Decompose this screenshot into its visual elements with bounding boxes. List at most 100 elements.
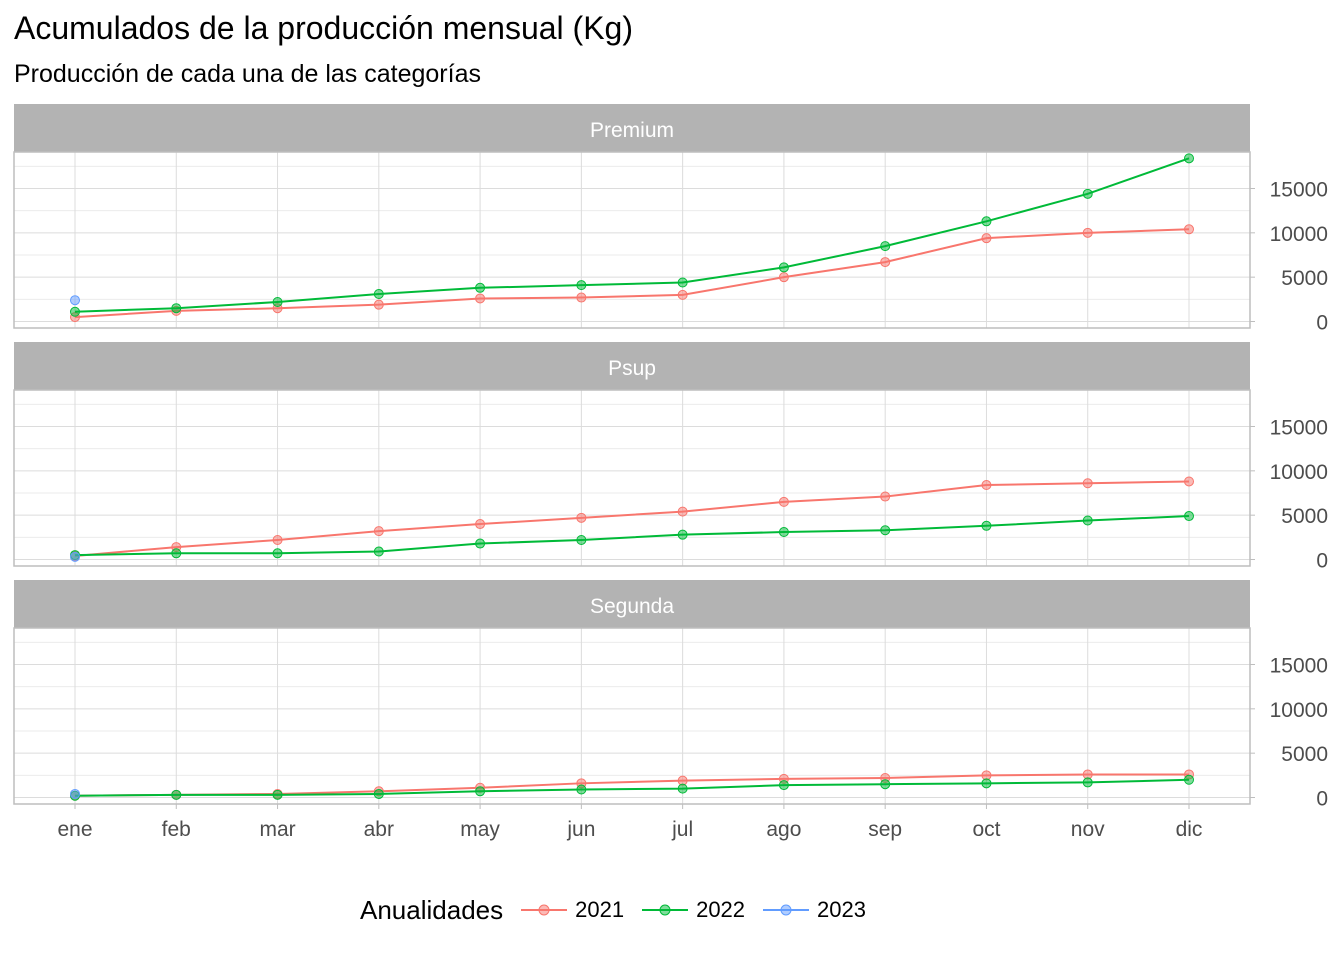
data-point-2023 (70, 295, 80, 306)
data-point-2022 (171, 303, 182, 314)
data-point-2023 (70, 788, 80, 799)
legend: Anualidades 2021 2022 2023 (360, 890, 884, 930)
data-point-2022 (171, 789, 182, 800)
data-point-2022 (272, 296, 283, 307)
x-tick-label: feb (162, 818, 191, 841)
legend-label-2021: 2021 (575, 897, 625, 922)
data-point-2021 (1184, 476, 1194, 487)
y-tick-label: 15000 (1270, 655, 1328, 678)
legend-item-2023: 2023 (763, 897, 866, 923)
data-point-2022 (576, 534, 587, 545)
data-point-2022 (576, 280, 587, 291)
data-point-2022 (677, 529, 688, 540)
data-point-2022 (1082, 515, 1093, 526)
data-point-2021 (576, 512, 587, 523)
y-tick-label: 5000 (1281, 505, 1328, 528)
data-point-2022 (1184, 153, 1194, 164)
data-point-2022 (475, 538, 486, 549)
x-tick-label: nov (1071, 818, 1105, 841)
y-tick-label: 5000 (1281, 743, 1328, 766)
data-point-2021 (1082, 478, 1093, 489)
data-point-2022 (373, 546, 384, 557)
legend-key-2023 (763, 904, 810, 916)
data-point-2023 (70, 551, 80, 562)
data-point-2022 (272, 548, 283, 559)
legend-item-2021: 2021 (521, 897, 624, 923)
data-point-2021 (373, 299, 384, 310)
data-point-2021 (778, 496, 789, 507)
data-point-2022 (1184, 774, 1194, 785)
data-point-2021 (677, 289, 688, 300)
data-point-2021 (475, 293, 486, 304)
data-point-2022 (677, 783, 688, 794)
x-tick-label: mar (259, 818, 295, 841)
panel-border-psup (13, 389, 1251, 567)
data-point-2021 (880, 257, 891, 268)
series-line-2022 (74, 778, 1190, 797)
data-point-2022 (981, 778, 992, 789)
data-point-2022 (475, 786, 486, 797)
legend-item-2022: 2022 (642, 897, 745, 923)
panel-border-premium (13, 151, 1251, 329)
x-tick-label: sep (868, 818, 902, 841)
data-point-2021 (475, 519, 486, 530)
data-point-2021 (272, 534, 283, 545)
data-point-2021 (778, 272, 789, 283)
data-point-2022 (778, 527, 789, 538)
facet-label-segunda: Segunda (590, 595, 674, 618)
y-tick-label: 10000 (1270, 461, 1328, 484)
data-point-2022 (1184, 511, 1194, 522)
y-tick-label: 15000 (1270, 179, 1328, 202)
y-tick-label: 15000 (1270, 417, 1328, 440)
data-point-2021 (981, 233, 992, 244)
data-point-2022 (778, 780, 789, 791)
data-point-2022 (981, 520, 992, 531)
data-point-2022 (880, 241, 891, 252)
series-line-2022 (74, 515, 1190, 557)
panel-segunda: Segunda 0 5000 10000 15000 (13, 580, 1328, 811)
legend-title: Anualidades (360, 894, 504, 925)
x-tick-label: dic (1176, 818, 1203, 841)
data-point-2022 (677, 277, 688, 288)
series-line-2021 (74, 480, 1190, 557)
facet-label-premium: Premium (590, 119, 674, 142)
data-point-2021 (677, 506, 688, 517)
legend-label-2023: 2023 (817, 897, 866, 922)
x-tick-label: ene (57, 818, 92, 841)
data-point-2021 (576, 292, 587, 303)
legend-key-2021 (521, 904, 568, 916)
y-tick-label: 5000 (1281, 267, 1328, 290)
series-line-2021 (74, 228, 1190, 319)
data-point-2021 (373, 526, 384, 537)
data-point-2021 (981, 480, 992, 491)
y-tick-label: 10000 (1270, 223, 1328, 246)
data-point-2022 (171, 548, 182, 559)
panel-psup: Psup 0 5000 10000 15000 (13, 342, 1328, 573)
data-point-2022 (778, 262, 789, 273)
data-point-2022 (272, 789, 283, 800)
data-point-2022 (1082, 777, 1093, 788)
data-point-2022 (880, 525, 891, 536)
x-tick-label: ago (766, 818, 801, 841)
data-point-2021 (880, 491, 891, 502)
y-tick-label: 10000 (1270, 699, 1328, 722)
data-point-2022 (475, 282, 486, 293)
facet-label-psup: Psup (608, 357, 656, 380)
data-point-2022 (373, 788, 384, 799)
x-tick-label: may (460, 818, 500, 841)
x-tick-label: oct (972, 818, 1000, 841)
data-point-2021 (1184, 224, 1194, 235)
facet-strip-segunda (14, 580, 1250, 628)
facet-strip-psup (14, 342, 1250, 390)
data-point-2022 (1082, 188, 1093, 199)
x-tick-label: abr (364, 818, 394, 841)
panel-premium: Premium 0 5000 10000 15000 (13, 104, 1328, 335)
y-tick-label: 0 (1316, 550, 1328, 573)
x-tick-label: jun (566, 818, 595, 841)
faceted-line-chart: Premium 0 5000 10000 15000 Psup 0 5000 10000 1500… (13, 104, 1328, 841)
data-point-2022 (70, 306, 80, 317)
series-line-2022 (74, 157, 1190, 313)
legend-label-2022: 2022 (696, 897, 746, 922)
data-point-2022 (880, 779, 891, 790)
facet-strip-premium (14, 104, 1250, 152)
